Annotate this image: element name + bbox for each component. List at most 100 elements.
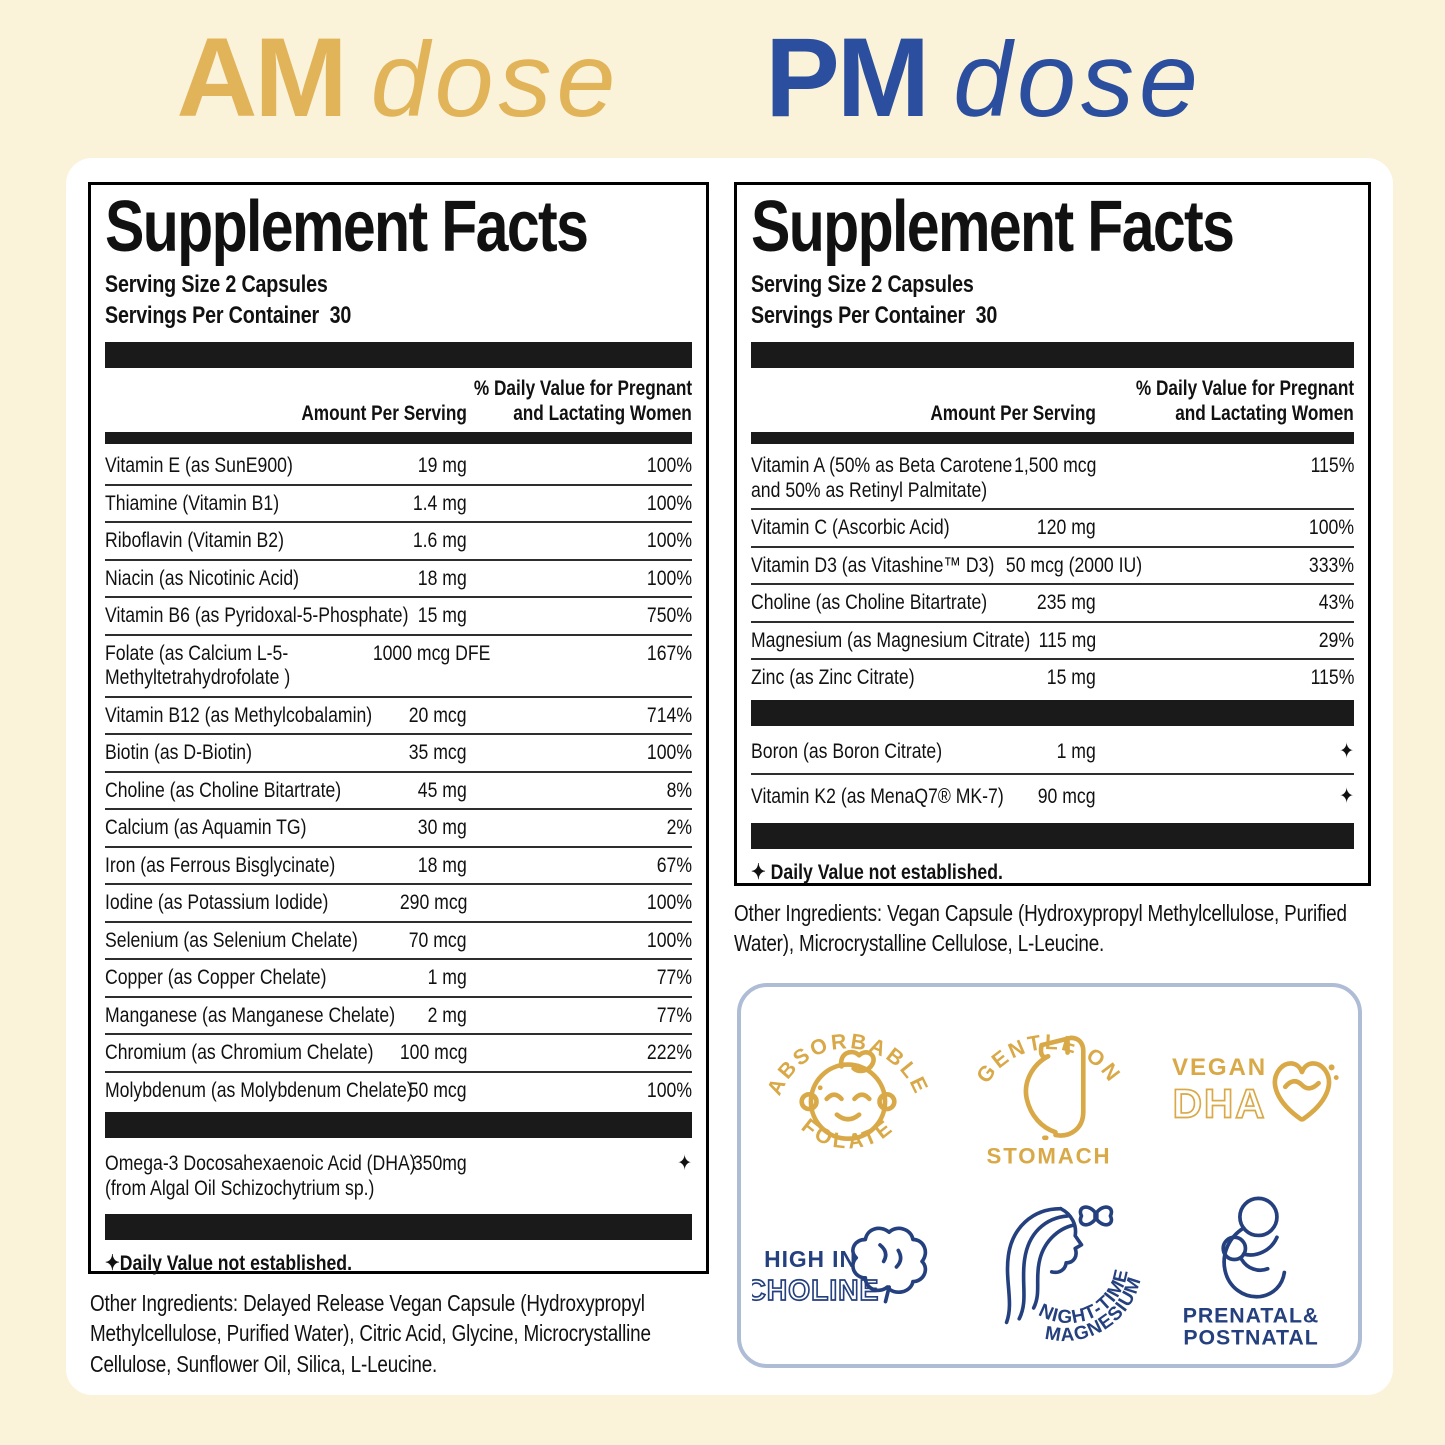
nutrient-row: Vitamin B12 (as Methylcobalamin) 20 mcg …	[105, 698, 692, 736]
svg-text:POSTNATAL: POSTNATAL	[1183, 1325, 1318, 1349]
nutrient-name: Manganese (as Manganese Chelate)	[105, 998, 395, 1036]
nutrient-daily-value: 222%	[467, 1035, 692, 1073]
nutrient-daily-value: 100%	[467, 486, 692, 524]
nutrient-name: Vitamin B12 (as Methylcobalamin)	[105, 698, 372, 736]
am-extra-rows: Omega-3 Docosahexaenoic Acid (DHA) (from…	[105, 1142, 692, 1210]
nutrient-row: Vitamin E (as SunE900) 19 mg 100%	[105, 448, 692, 486]
nutrient-amount: 18 mg	[347, 561, 467, 599]
am-column-headers: Amount Per Serving and Lactating Women	[105, 401, 692, 426]
nutrient-name: Iron (as Ferrous Bisglycinate)	[105, 848, 347, 886]
baby-face-icon: ABSORBABLE FOLATE	[762, 1029, 931, 1154]
benefit-badges-box: ABSORBABLE FOLATE	[737, 983, 1362, 1368]
nutrient-daily-value: 100%	[467, 735, 692, 773]
am-dv-header-line1: % Daily Value for Pregnant	[473, 376, 692, 400]
badge-high-in-choline: HIGH IN CHOLINE	[747, 1176, 949, 1357]
pm-table-title: Supplement Facts	[751, 187, 1235, 267]
badge-night-time-magnesium: NIGHT-TIME MAGNESIUM	[949, 1176, 1151, 1357]
nutrient-name: Chromium (as Chromium Chelate)	[105, 1035, 373, 1073]
nutrient-amount: 15 mg	[347, 598, 467, 636]
badge-absorbable-folate: ABSORBABLE FOLATE	[747, 995, 949, 1176]
am-dv-header-line2: and Lactating Women	[513, 402, 692, 426]
nutrient-row: Manganese (as Manganese Chelate) 2 mg 77…	[105, 998, 692, 1036]
divider-bar	[751, 699, 1354, 726]
badge-vegan-dha: VEGAN DHA	[1150, 995, 1352, 1176]
nutrient-daily-value: 100%	[646, 1077, 692, 1102]
baby-face-outline	[799, 1050, 897, 1142]
divider-bar	[751, 432, 1354, 445]
nutrient-row: Vitamin K2 (as MenaQ7® MK-7) 90 mcg ✦	[751, 775, 1354, 819]
nutrient-daily-value: 115%	[1096, 448, 1354, 511]
nutrient-amount: 20 mcg	[347, 698, 467, 736]
nutrient-amount: 90 mcg	[1038, 784, 1096, 809]
pm-supplement-facts-table: Supplement Facts Serving Size 2 Capsules…	[734, 182, 1371, 886]
nutrient-name: Vitamin K2 (as MenaQ7® MK-7)	[751, 784, 1004, 809]
nutrient-amount: 1.4 mg	[347, 486, 467, 524]
nutrient-row: Biotin (as D-Biotin) 35 mcg 100%	[105, 735, 692, 773]
svg-text:HIGH IN: HIGH IN	[764, 1246, 857, 1272]
brain-icon: HIGH IN CHOLINE	[752, 1226, 927, 1307]
pm-amount-header: Amount Per Serving	[930, 402, 1096, 426]
nutrient-row: Iodine (as Potassium Iodide) 290 mcg 100…	[105, 885, 692, 923]
pregnant-belly-icon: GENTLE ON STOMACH	[972, 1030, 1124, 1169]
am-heading-italic: dose	[370, 21, 621, 139]
nutrient-daily-value: 333%	[1096, 548, 1354, 586]
white-panel: Supplement Facts Serving Size 2 Capsules…	[66, 158, 1393, 1395]
nutrient-amount: 1,500 mcg	[976, 448, 1096, 511]
nutrient-row: Riboflavin (Vitamin B2) 1.6 mg 100%	[105, 523, 692, 561]
nutrient-name: Vitamin E (as SunE900)	[105, 448, 347, 486]
nutrient-daily-value: 29%	[1096, 623, 1354, 661]
nutrient-row: Calcium (as Aquamin TG) 30 mg 2%	[105, 810, 692, 848]
nutrient-row: Selenium (as Selenium Chelate) 70 mcg 10…	[105, 923, 692, 961]
nutrient-daily-value: 100%	[467, 561, 692, 599]
nutrient-amount: 50 mcg (2000 IU)	[976, 548, 1142, 586]
nutrient-name: Magnesium (as Magnesium Citrate)	[751, 623, 1030, 661]
nutrient-row: Boron (as Boron Citrate) 1 mg ✦	[751, 730, 1354, 776]
nutrient-row: Vitamin D3 (as Vitashine™ D3) 50 mcg (20…	[751, 548, 1354, 586]
nutrient-row: Vitamin A (50% as Beta Carotene and 50% …	[751, 448, 1354, 511]
nutrient-amount: 2 mg	[347, 998, 467, 1036]
nutrient-amount: 70 mcg	[347, 923, 467, 961]
nutrient-row: Chromium (as Chromium Chelate) 100 mcg 2…	[105, 1035, 692, 1073]
nutrient-daily-value: 167%	[467, 636, 692, 698]
nutrient-amount: 1 mg	[976, 730, 1096, 776]
am-other-ingredients: Other Ingredients: Delayed Release Vegan…	[90, 1290, 651, 1377]
nutrient-name: Iodine (as Potassium Iodide)	[105, 885, 347, 923]
brain-outline	[851, 1226, 927, 1304]
svg-text:PRENATAL&: PRENATAL&	[1183, 1303, 1320, 1327]
heart-wave-icon: VEGAN DHA	[1172, 1054, 1339, 1128]
nutrient-row: Thiamine (Vitamin B1) 1.4 mg 100%	[105, 486, 692, 524]
nutrient-name: Choline (as Choline Bitartrate)	[751, 585, 987, 623]
nutrient-row: Molybdenum (as Molybdenum Chelate) 50 mc…	[105, 1073, 692, 1109]
svg-text:CHOLINE: CHOLINE	[752, 1275, 879, 1307]
nutrient-row: Niacin (as Nicotinic Acid) 18 mg 100%	[105, 561, 692, 599]
badge-prenatal-postnatal: PRENATAL& POSTNATAL	[1150, 1176, 1352, 1357]
heart-wave-outline	[1272, 1061, 1332, 1122]
am-servings-per-container: Servings Per Container 30	[105, 302, 352, 330]
nutrient-daily-value: 77%	[467, 960, 692, 998]
nutrient-daily-value: 100%	[467, 523, 692, 561]
am-heading-bold: AM	[176, 15, 347, 140]
am-serving-size: Serving Size 2 Capsules	[105, 271, 328, 299]
nutrient-row: Omega-3 Docosahexaenoic Acid (DHA) (from…	[105, 1142, 692, 1210]
nutrient-amount: 45 mg	[347, 773, 467, 811]
pm-dv-header-line2: and Lactating Women	[1175, 402, 1354, 426]
nutrient-amount: 115 mg	[976, 623, 1096, 661]
nutrient-amount: 120 mg	[976, 510, 1096, 548]
mother-baby-icon: PRENATAL& POSTNATAL	[1183, 1196, 1320, 1349]
am-amount-header: Amount Per Serving	[301, 402, 467, 426]
nutrient-daily-value: 750%	[467, 598, 692, 636]
nutrient-name: Molybdenum (as Molybdenum Chelate)	[105, 1077, 413, 1102]
am-footnote: ✦Daily Value not established.	[105, 1251, 352, 1276]
nutrient-name: Vitamin A (50% as Beta Carotene and 50% …	[751, 448, 1012, 511]
nutrient-name: Zinc (as Zinc Citrate)	[751, 665, 915, 690]
nutrient-name: Copper (as Copper Chelate)	[105, 960, 347, 998]
nutrient-name: Boron (as Boron Citrate)	[751, 730, 976, 776]
nutrient-name: Vitamin C (Ascorbic Acid)	[751, 510, 976, 548]
nutrient-name: Vitamin B6 (as Pyridoxal-5-Phosphate)	[105, 598, 408, 636]
divider-bar	[105, 1214, 692, 1241]
nutrient-row: Magnesium (as Magnesium Citrate) 115 mg …	[751, 623, 1354, 661]
nutrient-row: Folate (as Calcium L-5- Methyltetrahydro…	[105, 636, 692, 698]
nutrient-name: Vitamin D3 (as Vitashine™ D3)	[751, 548, 994, 586]
nutrient-daily-value: 8%	[467, 773, 692, 811]
woman-profile-outline	[1005, 1205, 1114, 1324]
